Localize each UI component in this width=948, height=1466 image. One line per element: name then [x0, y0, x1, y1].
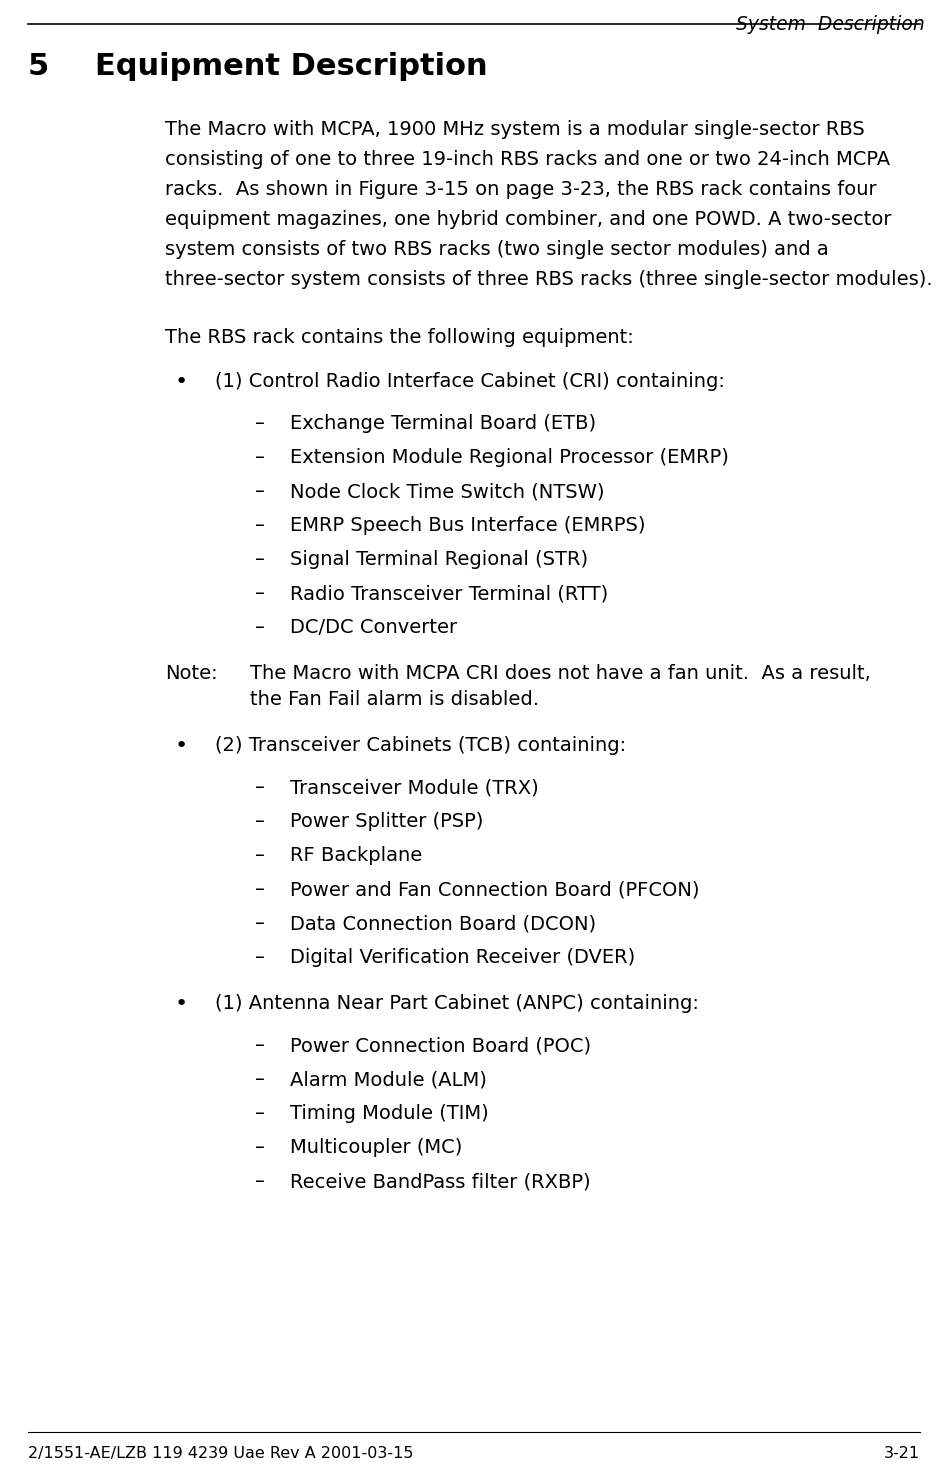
Text: –: – [255, 583, 264, 603]
Text: –: – [255, 949, 264, 968]
Text: equipment magazines, one hybrid combiner, and one POWD. A two-sector: equipment magazines, one hybrid combiner… [165, 210, 891, 229]
Text: Radio Transceiver Terminal (RTT): Radio Transceiver Terminal (RTT) [290, 583, 609, 603]
Text: –: – [255, 1070, 264, 1089]
Text: Note:: Note: [165, 664, 218, 683]
Text: –: – [255, 619, 264, 638]
Text: Power Connection Board (POC): Power Connection Board (POC) [290, 1036, 592, 1056]
Text: –: – [255, 778, 264, 798]
Text: The Macro with MCPA CRI does not have a fan unit.  As a result,: The Macro with MCPA CRI does not have a … [250, 664, 871, 683]
Text: RF Backplane: RF Backplane [290, 846, 422, 865]
Text: Node Clock Time Switch (NTSW): Node Clock Time Switch (NTSW) [290, 482, 605, 501]
Text: System  Description: System Description [737, 15, 925, 34]
Text: Power and Fan Connection Board (PFCON): Power and Fan Connection Board (PFCON) [290, 880, 700, 899]
Text: –: – [255, 550, 264, 569]
Text: –: – [255, 812, 264, 831]
Text: Power Splitter (PSP): Power Splitter (PSP) [290, 812, 483, 831]
Text: Data Connection Board (DCON): Data Connection Board (DCON) [290, 913, 596, 932]
Text: •: • [175, 372, 189, 391]
Text: –: – [255, 449, 264, 468]
Text: Timing Module (TIM): Timing Module (TIM) [290, 1104, 489, 1123]
Text: Equipment Description: Equipment Description [95, 51, 487, 81]
Text: –: – [255, 913, 264, 932]
Text: –: – [255, 880, 264, 899]
Text: 2/1551-AE/LZB 119 4239 Uae Rev A 2001-03-15: 2/1551-AE/LZB 119 4239 Uae Rev A 2001-03… [28, 1445, 413, 1462]
Text: system consists of two RBS racks (two single sector modules) and a: system consists of two RBS racks (two si… [165, 240, 829, 259]
Text: Extension Module Regional Processor (EMRP): Extension Module Regional Processor (EMR… [290, 449, 729, 468]
Text: Alarm Module (ALM): Alarm Module (ALM) [290, 1070, 487, 1089]
Text: consisting of one to three 19-inch RBS racks and one or two 24-inch MCPA: consisting of one to three 19-inch RBS r… [165, 150, 890, 169]
Text: three-sector system consists of three RBS racks (three single-sector modules).: three-sector system consists of three RB… [165, 270, 933, 289]
Text: The Macro with MCPA, 1900 MHz system is a modular single-sector RBS: The Macro with MCPA, 1900 MHz system is … [165, 120, 865, 139]
Text: Receive BandPass filter (RXBP): Receive BandPass filter (RXBP) [290, 1171, 591, 1190]
Text: racks.  As shown in Figure 3-15 on page 3-23, the RBS rack contains four: racks. As shown in Figure 3-15 on page 3… [165, 180, 877, 199]
Text: –: – [255, 413, 264, 432]
Text: Multicoupler (MC): Multicoupler (MC) [290, 1138, 463, 1157]
Text: EMRP Speech Bus Interface (EMRPS): EMRP Speech Bus Interface (EMRPS) [290, 516, 646, 535]
Text: DC/DC Converter: DC/DC Converter [290, 619, 457, 638]
Text: (2) Transceiver Cabinets (TCB) containing:: (2) Transceiver Cabinets (TCB) containin… [215, 736, 626, 755]
Text: 3-21: 3-21 [884, 1445, 920, 1462]
Text: Transceiver Module (TRX): Transceiver Module (TRX) [290, 778, 538, 798]
Text: •: • [175, 736, 189, 756]
Text: –: – [255, 1171, 264, 1190]
Text: Signal Terminal Regional (STR): Signal Terminal Regional (STR) [290, 550, 588, 569]
Text: Digital Verification Receiver (DVER): Digital Verification Receiver (DVER) [290, 949, 635, 968]
Text: (1) Control Radio Interface Cabinet (CRI) containing:: (1) Control Radio Interface Cabinet (CRI… [215, 372, 725, 391]
Text: –: – [255, 1104, 264, 1123]
Text: –: – [255, 1138, 264, 1157]
Text: –: – [255, 1036, 264, 1056]
Text: The RBS rack contains the following equipment:: The RBS rack contains the following equi… [165, 328, 634, 347]
Text: –: – [255, 482, 264, 501]
Text: •: • [175, 994, 189, 1014]
Text: the Fan Fail alarm is disabled.: the Fan Fail alarm is disabled. [250, 690, 539, 710]
Text: 5: 5 [28, 51, 49, 81]
Text: Exchange Terminal Board (ETB): Exchange Terminal Board (ETB) [290, 413, 596, 432]
Text: (1) Antenna Near Part Cabinet (ANPC) containing:: (1) Antenna Near Part Cabinet (ANPC) con… [215, 994, 699, 1013]
Text: –: – [255, 516, 264, 535]
Text: –: – [255, 846, 264, 865]
